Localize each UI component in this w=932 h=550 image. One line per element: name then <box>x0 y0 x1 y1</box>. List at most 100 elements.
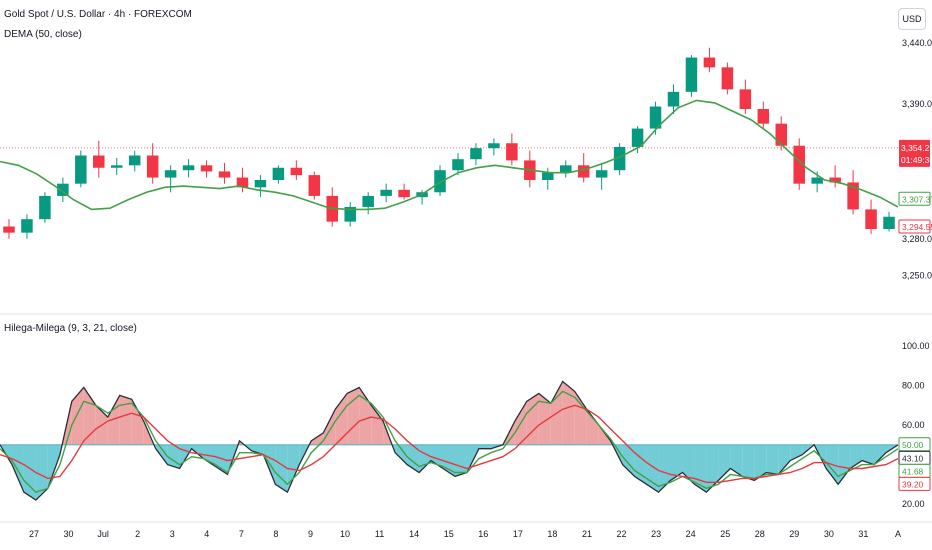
time-tick-label: 29 <box>789 529 799 539</box>
price-pane[interactable] <box>0 47 932 315</box>
oversold-fill <box>790 444 803 461</box>
oversold-fill <box>874 444 887 465</box>
candle-down <box>93 155 105 168</box>
overbought-fill <box>562 381 575 445</box>
oversold-fill <box>23 444 36 501</box>
oversold-fill <box>706 444 719 493</box>
dema-legend[interactable]: DEMA (50, close) <box>4 29 82 40</box>
time-tick-label: 23 <box>651 529 661 539</box>
candle-down <box>703 57 716 68</box>
candle-up <box>344 206 356 222</box>
time-tick-label: 10 <box>340 529 350 539</box>
time-tick-label: 21 <box>582 529 592 539</box>
osc-badge-box <box>898 437 931 452</box>
oversold-fill <box>862 444 875 465</box>
candle-down <box>721 67 734 90</box>
dema-line <box>0 99 899 211</box>
candle-up <box>272 167 285 180</box>
time-tick-label: 22 <box>617 529 627 539</box>
oversold-fill <box>35 444 48 501</box>
oversold-fill <box>838 444 851 485</box>
candle-up <box>488 143 500 149</box>
candle-down <box>577 165 590 178</box>
candle-up <box>254 180 267 188</box>
candle-up <box>75 155 87 184</box>
overbought-fill <box>371 405 384 445</box>
candle-down <box>793 145 805 184</box>
osc-badge-label: 43.10 <box>902 453 924 463</box>
candle-down <box>757 108 770 124</box>
time-tick-label: 16 <box>478 529 488 539</box>
candle-up <box>362 195 374 207</box>
candle-up <box>164 170 177 178</box>
oscillator-pane[interactable] <box>0 380 899 501</box>
time-tick-label: 7 <box>239 529 244 539</box>
overbought-fill <box>538 393 551 445</box>
oversold-fill <box>251 444 264 455</box>
oversold-fill <box>634 444 647 485</box>
time-tick-label: 15 <box>444 529 454 539</box>
time-axis[interactable]: 27 30 Jul 2 3 4 7 8 9 10 11 14 15 16 17 18 21 22 23 24 25 28 2… <box>0 521 932 539</box>
candle-up <box>542 172 554 180</box>
oscillator-legend[interactable]: Hilega-Milega (9, 3, 21, close) <box>4 323 137 334</box>
time-tick-label: 17 <box>513 529 523 539</box>
candle-up <box>883 216 895 229</box>
candle-up <box>182 165 195 171</box>
candle-down <box>829 177 841 183</box>
oversold-fill <box>191 444 204 459</box>
osc-tick-label: 80.00 <box>902 380 925 390</box>
time-tick-label: 31 <box>858 529 868 539</box>
candle-down <box>3 226 15 233</box>
candle-up <box>811 177 823 184</box>
countdown-label: 01:49:36 <box>901 155 932 165</box>
candle-down <box>236 177 249 188</box>
oversold-fill <box>754 444 767 481</box>
overbought-fill <box>323 409 336 445</box>
candle-down <box>308 175 321 196</box>
price-axis[interactable]: 3,250.003,280.003,390.003,440.003,480.00… <box>898 0 932 281</box>
time-tick-label: 30 <box>64 529 74 539</box>
candle-down <box>200 165 213 172</box>
oversold-fill <box>730 444 743 477</box>
fast-line <box>0 390 899 493</box>
candle-down <box>290 167 303 176</box>
price-tick-label: 3,250.00 <box>902 271 932 281</box>
time-tick-label: 4 <box>204 529 209 539</box>
overbought-fill <box>131 399 144 445</box>
currency-button[interactable]: USD <box>898 8 926 30</box>
time-tick-label: 3 <box>170 529 175 539</box>
price-badge-box <box>898 219 931 234</box>
price-tick-label: 3,440.00 <box>902 38 932 48</box>
candle-up <box>595 170 608 178</box>
candle-up <box>110 165 123 168</box>
overbought-fill <box>586 409 599 445</box>
osc-badge-label: 50.00 <box>902 440 924 450</box>
candle-up <box>21 219 33 233</box>
price-tick-label: 3,280.00 <box>902 234 932 244</box>
candle-up <box>434 170 446 193</box>
time-tick-label: 2 <box>135 529 140 539</box>
time-tick-label: 24 <box>686 529 696 539</box>
oversold-fill <box>407 444 420 473</box>
osc-badge-box <box>898 476 931 491</box>
current-price-badge <box>899 139 930 167</box>
price-tick-label: 3,390.00 <box>902 99 932 109</box>
overbought-fill <box>526 393 539 445</box>
candle-up <box>613 146 626 171</box>
oversold-fill <box>658 444 671 493</box>
symbol-title[interactable]: Gold Spot / U.S. Dollar · 4h · FOREXCOM <box>4 9 192 20</box>
time-tick-label: 27 <box>29 529 39 539</box>
oscillator-axis[interactable]: 20.0040.0060.0080.00100.0050.0043.1041.6… <box>898 341 931 509</box>
candle-up <box>452 159 464 171</box>
oversold-fill <box>287 444 300 493</box>
candle-up <box>128 155 141 166</box>
candle-down <box>775 123 788 146</box>
current-price-label: 3,354.21 <box>901 143 932 153</box>
candle-down <box>506 143 518 161</box>
oversold-fill <box>431 444 444 469</box>
price-badge-label: 3,307.37 <box>902 194 932 204</box>
candle-down <box>218 171 231 178</box>
osc-tick-label: 100.00 <box>902 341 930 351</box>
candle-up <box>631 128 644 147</box>
